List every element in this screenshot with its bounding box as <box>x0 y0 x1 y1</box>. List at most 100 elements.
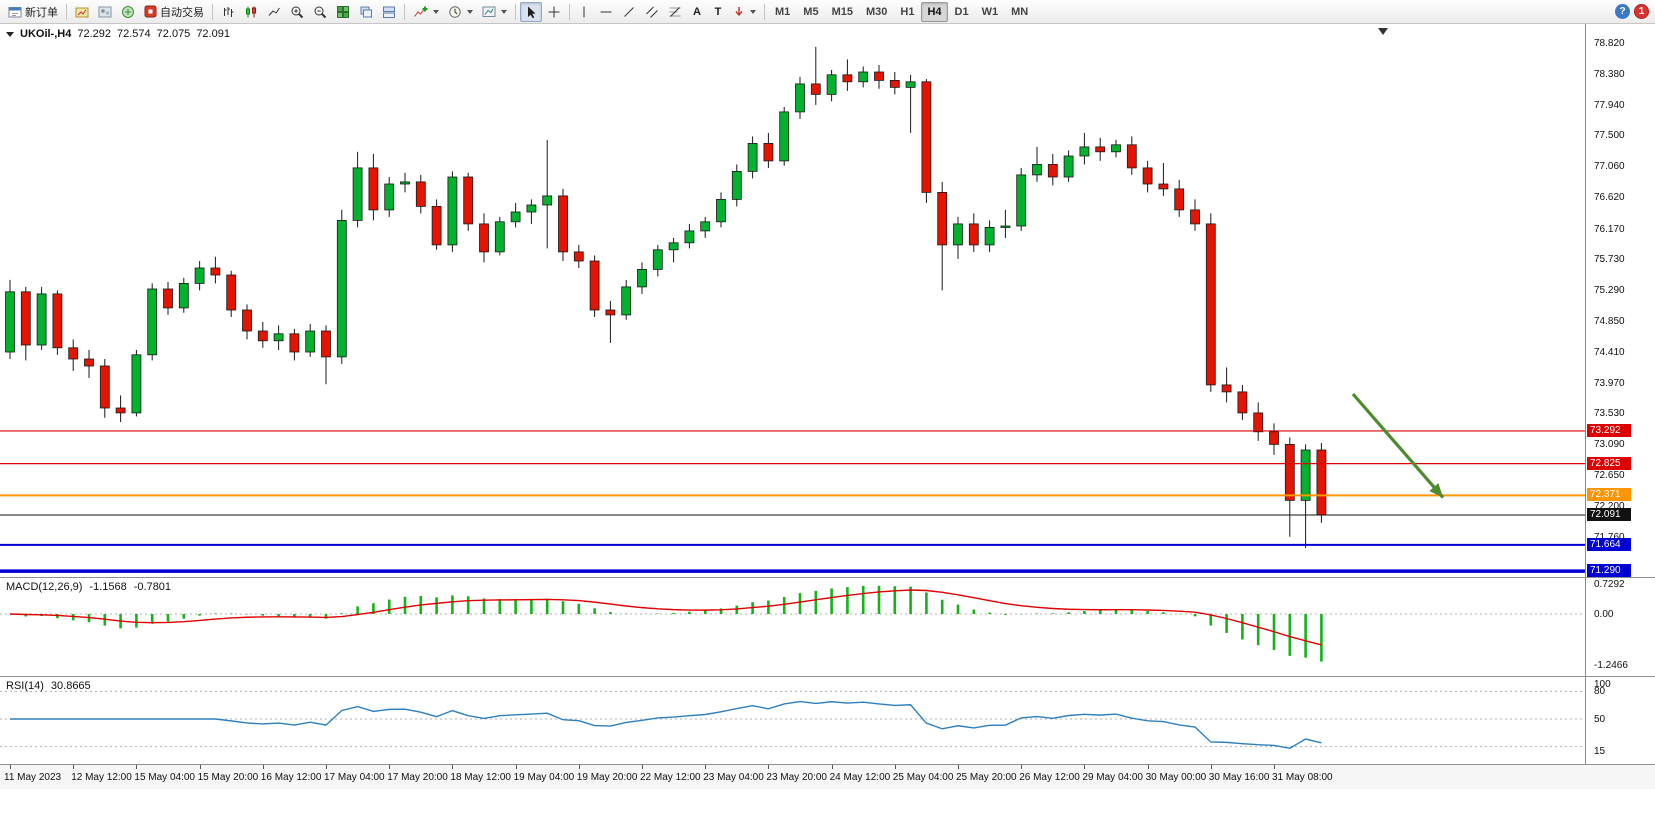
macd-histogram <box>24 585 1323 662</box>
bar-chart-button[interactable] <box>217 2 239 22</box>
chart-open-value: 72.292 <box>77 28 111 40</box>
timeframe-m30-button[interactable]: M30 <box>860 2 893 22</box>
macd-axis[interactable]: 0.7292 0.00 -1.2466 <box>1585 578 1655 676</box>
help-icon[interactable]: ? <box>1615 4 1630 19</box>
pane-separator[interactable] <box>0 676 1655 677</box>
dropdown-caret-icon <box>467 9 473 14</box>
chart-shift-marker[interactable] <box>1378 28 1388 35</box>
templates-icon <box>482 5 496 19</box>
pane-separator[interactable] <box>0 764 1655 765</box>
price-tick-label: 76.170 <box>1594 223 1625 235</box>
tile-horizontal-button[interactable] <box>378 2 400 22</box>
price-tick-label: 77.500 <box>1594 130 1625 142</box>
cascade-windows-icon <box>359 5 373 19</box>
cursor-button[interactable] <box>520 1 542 22</box>
time-axis-label: 23 May 20:00 <box>766 772 827 783</box>
price-level-badge: 72.825 <box>1587 456 1631 470</box>
horizontal-line-button[interactable] <box>595 2 617 22</box>
timeframe-w1-button[interactable]: W1 <box>976 2 1005 22</box>
time-axis-label: 19 May 04:00 <box>513 772 575 783</box>
market-watch-button[interactable] <box>71 2 93 22</box>
line-chart-icon <box>267 5 281 19</box>
zoom-in-button[interactable] <box>286 2 308 22</box>
notification-badge[interactable]: 1 <box>1634 4 1649 19</box>
time-tick <box>768 765 770 769</box>
time-tick <box>894 765 896 769</box>
price-tick-label: 73.530 <box>1594 408 1625 420</box>
candles-layer <box>5 46 1327 548</box>
navigator-button[interactable] <box>94 2 116 22</box>
time-tick <box>515 765 517 769</box>
line-chart-button[interactable] <box>263 2 285 22</box>
horizontal-line-icon <box>599 5 613 19</box>
cascade-windows-button[interactable] <box>355 2 377 22</box>
macd-chart[interactable] <box>0 578 1585 676</box>
price-level-badge: 72.371 <box>1587 488 1631 502</box>
toolbar-separator <box>764 3 765 20</box>
auto-trading-button[interactable]: 自动交易 <box>140 2 208 22</box>
timeframe-h1-button[interactable]: H1 <box>894 2 920 22</box>
timeframe-h4-button[interactable]: H4 <box>921 1 948 22</box>
new-order-icon <box>8 5 22 19</box>
channel-button[interactable] <box>641 2 663 22</box>
price-level-badge: 73.292 <box>1587 423 1631 437</box>
time-axis-label: 11 May 2023 <box>4 772 62 783</box>
candlestick-chart[interactable] <box>0 24 1585 577</box>
timeframe-d1-button[interactable]: D1 <box>949 2 975 22</box>
price-tick-label: 73.970 <box>1594 377 1625 389</box>
indicators-button[interactable] <box>409 2 443 22</box>
text-tool-button[interactable]: A <box>687 2 707 22</box>
tile-windows-button[interactable] <box>332 2 354 22</box>
time-axis-label: 23 May 04:00 <box>703 772 764 783</box>
terminal-button[interactable] <box>117 2 139 22</box>
main-toolbar: 新订单 自动交易 <box>0 0 1655 24</box>
time-axis-label: 31 May 08:00 <box>1272 772 1333 783</box>
candlestick-button[interactable] <box>240 2 262 22</box>
fibonacci-button[interactable] <box>664 2 686 22</box>
time-axis-label: 29 May 04:00 <box>1082 772 1143 783</box>
label-tool-button[interactable]: T <box>708 2 728 22</box>
trendline-button[interactable] <box>618 2 640 22</box>
timeframe-m1-button[interactable]: M1 <box>769 2 796 22</box>
time-tick <box>1084 765 1086 769</box>
price-tick-label: 72.650 <box>1594 469 1625 481</box>
templates-button[interactable] <box>478 2 511 22</box>
new-order-button[interactable]: 新订单 <box>4 2 62 22</box>
timeframe-m5-button[interactable]: M5 <box>797 2 824 22</box>
price-level-badge: 71.290 <box>1587 564 1631 577</box>
pane-separator[interactable] <box>0 577 1655 578</box>
rsi-chart[interactable] <box>0 677 1585 764</box>
time-axis-label: 16 May 12:00 <box>260 772 322 783</box>
crosshair-button[interactable] <box>543 2 565 22</box>
timeframe-m15-button[interactable]: M15 <box>826 2 859 22</box>
periods-button[interactable] <box>444 2 477 22</box>
time-tick <box>326 765 327 769</box>
time-axis[interactable]: 11 May 2023 12 May 12:00 15 May 04:00 15 Ma… <box>0 765 1655 789</box>
zoom-in-icon <box>290 5 304 19</box>
time-axis-label: 12 May 12:00 <box>71 772 132 783</box>
rsi-value: 30.8665 <box>50 680 91 692</box>
dropdown-caret-icon <box>750 9 756 14</box>
rsi-label: RSI(14) 30.8665 <box>6 680 91 692</box>
zoom-out-button[interactable] <box>309 2 331 22</box>
macd-scale-label: -1.2466 <box>1594 660 1628 672</box>
vertical-line-button[interactable] <box>574 2 594 22</box>
rsi-axis[interactable]: 100 80 50 15 <box>1585 677 1655 764</box>
price-chart-pane[interactable]: UKOil-,H4 72.292 72.574 72.075 72.091 <box>0 24 1585 577</box>
dropdown-caret-icon <box>501 9 507 14</box>
timeframe-mn-button[interactable]: MN <box>1005 2 1034 22</box>
time-axis-label: 15 May 20:00 <box>197 772 259 783</box>
chart-menu-icon[interactable] <box>6 31 14 37</box>
label-icon: T <box>714 5 722 18</box>
indicators-icon <box>413 5 428 19</box>
price-axis[interactable]: 78.820 78.380 77.940 77.500 77.060 76.620 76.1… <box>1585 24 1655 577</box>
arrows-tool-button[interactable] <box>729 2 760 22</box>
trendline-icon <box>622 5 636 19</box>
price-tick-label: 73.090 <box>1594 439 1625 451</box>
macd-scale-label: 0.7292 <box>1594 579 1625 591</box>
macd-pane[interactable]: MACD(12,26,9) -1.1568 -0.7801 <box>0 578 1585 676</box>
macd-signal-value: -0.7801 <box>133 581 172 593</box>
toolbar-right-group: ? 1 <box>1615 4 1651 19</box>
rsi-pane[interactable]: RSI(14) 30.8665 <box>0 677 1585 764</box>
macd-scale-label: 0.00 <box>1594 609 1614 620</box>
